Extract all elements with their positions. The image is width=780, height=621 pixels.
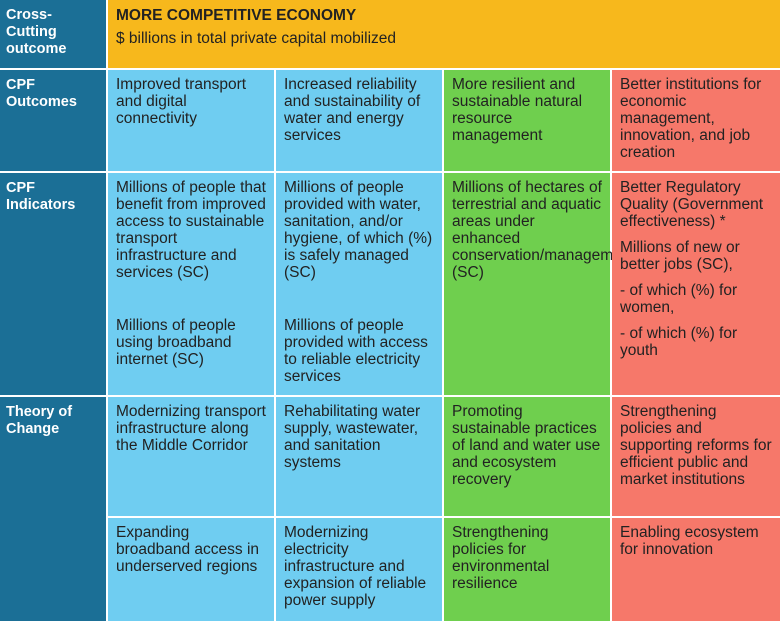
cpf-outcome-cell: Better institutions for economic managem… <box>612 70 780 171</box>
cpf-outcome-text: Improved transport and digital connectiv… <box>116 76 247 127</box>
cpf-outcome-text: Better institutions for economic managem… <box>620 76 762 161</box>
cpf-outcome-cell: Increased reliability and sustainability… <box>276 70 442 171</box>
theory-text: Strengthening policies for environmental… <box>452 524 550 592</box>
theory-of-change-cell: Expanding broadband access in underserve… <box>108 518 274 621</box>
cpf-outcome-text: Increased reliability and sustainability… <box>284 76 421 144</box>
theory-of-change-cell: Rehabilitating water supply, wastewater,… <box>276 397 442 516</box>
indicator-text: Millions of hectares of terrestrial and … <box>452 179 635 281</box>
cross-cutting-title: MORE COMPETITIVE ECONOMY <box>116 7 357 24</box>
cross-cutting-subtitle: $ billions in total private capital mobi… <box>116 30 397 47</box>
theory-of-change-cell: Strengthening policies and supporting re… <box>612 397 780 516</box>
cpf-outcome-cell: Improved transport and digital connectiv… <box>108 70 274 171</box>
cpf-outcome-text: More resilient and sustainable natural r… <box>452 76 583 144</box>
indicator-text: - of which (%) for women, <box>620 282 738 316</box>
indicator-text: Millions of people provided with water, … <box>284 179 433 281</box>
theory-text: Expanding broadband access in underserve… <box>116 524 260 575</box>
row-header-cpf-indicators: CPF Indicators <box>0 173 106 395</box>
indicator-text: Better Regulatory Quality (Government ef… <box>620 179 763 230</box>
theory-of-change-cell: Enabling ecosystem for innovation <box>612 518 780 621</box>
theory-text: Enabling ecosystem for innovation <box>620 524 759 558</box>
row-header-theory-of-change: Theory of Change <box>0 397 106 621</box>
indicator-text: Millions of people that benefit from imp… <box>116 179 266 281</box>
indicator-text: Millions of new or better jobs (SC), <box>620 239 740 273</box>
indicator-text: - of which (%) for youth <box>620 325 738 359</box>
theory-of-change-cell: Promoting sustainable practices of land … <box>444 397 610 516</box>
cross-cutting-outcome-cell: MORE COMPETITIVE ECONOMY $ billions in t… <box>108 0 780 68</box>
theory-of-change-cell: Modernizing transport infrastructure alo… <box>108 397 274 516</box>
indicator-text: Millions of people using broadband inter… <box>116 317 236 368</box>
row-header-cross-cutting: Cross-Cutting outcome <box>0 0 106 68</box>
cross-cutting-label: Cross-Cutting outcome <box>6 7 67 57</box>
theory-of-change-label: Theory of Change <box>6 404 73 437</box>
cpf-indicators-label: CPF Indicators <box>6 180 76 213</box>
theory-text: Modernizing transport infrastructure alo… <box>116 403 266 454</box>
theory-of-change-cell: Modernizing electricity infrastructure a… <box>276 518 442 621</box>
cpf-indicator-cell: Millions of hectares of terrestrial and … <box>444 173 635 395</box>
cpf-outcomes-label: CPF Outcomes <box>6 77 77 110</box>
theory-of-change-cell: Strengthening policies for environmental… <box>444 518 610 621</box>
theory-text: Rehabilitating water supply, wastewater,… <box>284 403 421 471</box>
theory-text: Modernizing electricity infrastructure a… <box>284 524 427 609</box>
cpf-indicator-cell: Millions of people provided with water, … <box>276 173 442 395</box>
row-header-cpf-outcomes: CPF Outcomes <box>0 70 106 171</box>
cpf-indicator-cell: Better Regulatory Quality (Government ef… <box>612 173 780 395</box>
cpf-indicator-cell: Millions of people that benefit from imp… <box>108 173 274 395</box>
theory-text: Strengthening policies and supporting re… <box>620 403 772 488</box>
indicator-text: Millions of people provided with access … <box>284 317 428 385</box>
theory-text: Promoting sustainable practices of land … <box>452 403 601 488</box>
cpf-outcome-cell: More resilient and sustainable natural r… <box>444 70 610 171</box>
